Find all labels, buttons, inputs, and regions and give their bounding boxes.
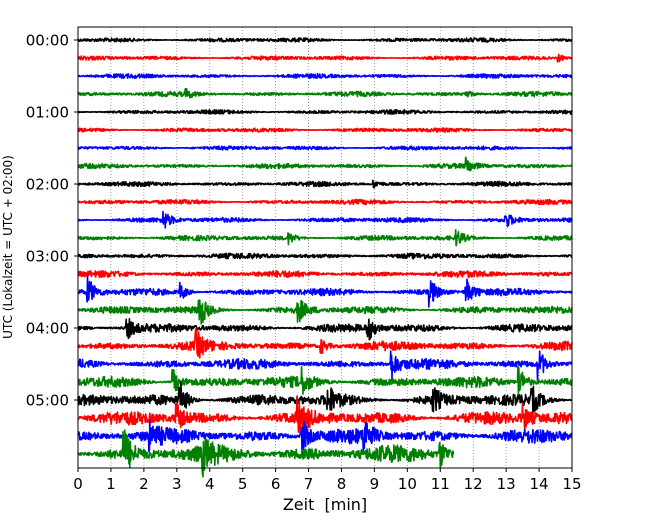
y-tick-label: 03:00 [26,248,69,266]
trace-01-15 [77,127,573,133]
y-tick-label: 01:00 [26,104,69,122]
trace-01-30 [77,145,573,151]
x-axis-label: Zeit [min] [283,495,367,514]
trace-00-30 [77,73,573,79]
x-tick-label: 7 [304,475,314,493]
trace-00-15 [77,53,573,63]
x-tick-label: 13 [497,475,516,493]
x-tick-label: 11 [431,475,450,493]
trace-02-30 [77,210,573,229]
trace-04-00 [77,317,573,341]
trace-04-45 [77,365,573,395]
trace-04-30 [77,350,573,382]
x-tick-label: 12 [464,475,483,493]
plot-frame [77,26,573,469]
x-tick-label: 8 [337,475,347,493]
y-tick-label: 04:00 [26,320,69,338]
trace-02-15 [77,198,573,206]
trace-01-00 [77,108,573,115]
traces [77,37,573,478]
trace-02-00 [77,179,573,189]
trace-00-00 [77,37,573,43]
x-tick-label: 3 [172,475,182,493]
x-tick-label: 15 [562,475,581,493]
x-tick-label: 0 [73,475,83,493]
y-tick-label: 02:00 [26,176,69,194]
trace-01-45 [77,156,573,172]
trace-03-45 [77,299,573,325]
y-tick-label: 05:00 [26,392,69,410]
trace-03-00 [77,252,573,260]
trace-05-45 [77,429,455,478]
trace-03-15 [77,270,573,279]
trace-04-15 [77,328,573,359]
trace-02-45 [77,229,573,247]
x-tick-label: 2 [139,475,149,493]
x-tick-label: 14 [530,475,549,493]
x-tick-label: 1 [106,475,116,493]
y-tick-label: 00:00 [26,32,69,50]
trace-00-45 [77,87,573,99]
y-axis: 00:00 01:00 02:00 03:00 04:00 05:00 [26,32,78,410]
x-tick-label: 6 [271,475,281,493]
x-axis: 0 1 2 3 4 5 6 7 8 9 10 11 12 13 14 15 [73,468,582,493]
x-tick-label: 5 [238,475,248,493]
trace-03-30 [77,275,573,308]
trace-05-30 [77,419,573,454]
x-tick-label: 4 [205,475,215,493]
x-tick-label: 10 [398,475,417,493]
trace-05-00 [77,381,573,415]
y-axis-label: UTC (Lokalzeit = UTC + 02:00) [1,155,15,339]
x-tick-label: 9 [370,475,380,493]
trace-05-15 [77,395,573,436]
